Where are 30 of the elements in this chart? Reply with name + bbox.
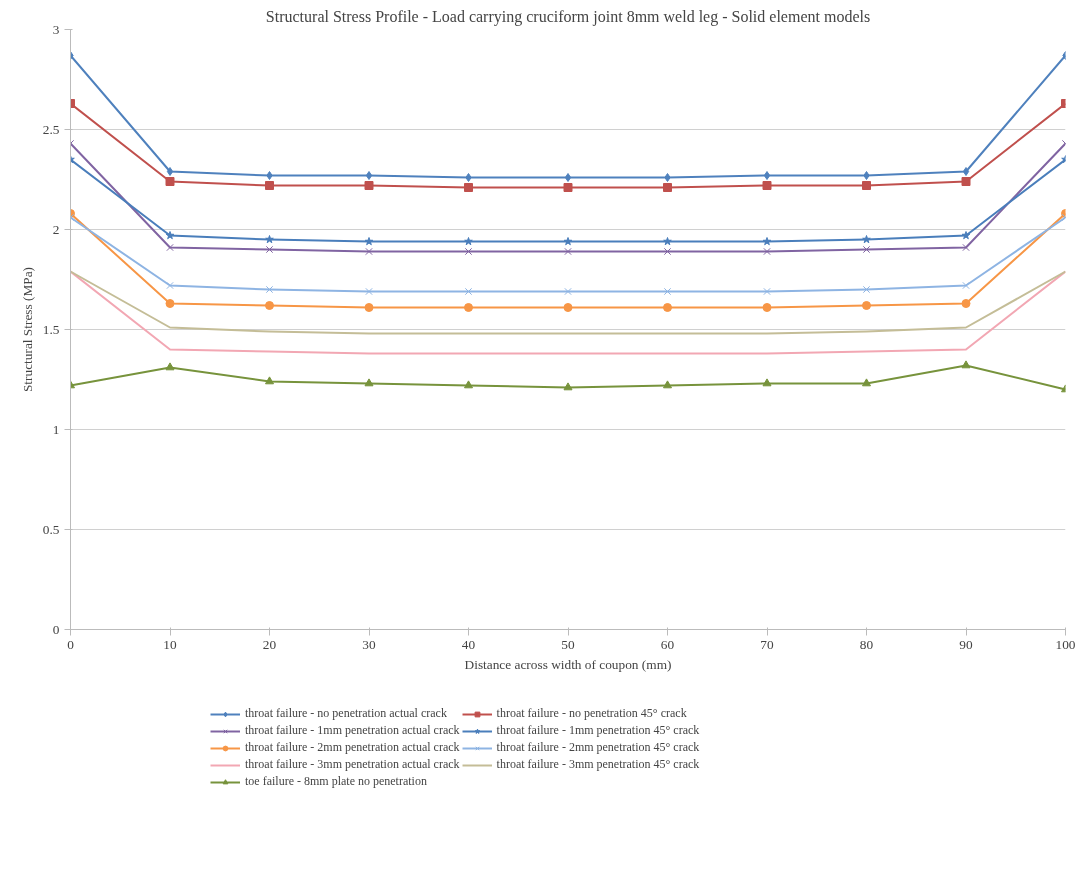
y-tick-label: 2 xyxy=(52,221,60,237)
y-tick-label: 3 xyxy=(52,21,60,37)
legend-label: throat failure - 3mm penetration 45° crack xyxy=(496,757,700,772)
chart-title: Structural Stress Profile - Load carrying cruciform joint 8mm weld leg - Solid element models xyxy=(265,7,871,26)
x-tick-label: 10 xyxy=(163,636,177,652)
x-tick-label: 0 xyxy=(67,636,75,652)
y-tick-label: 2.5 xyxy=(42,121,60,137)
legend-label: throat failure - 2mm penetration actual crack xyxy=(245,740,460,755)
legend-label: throat failure - 1mm penetration actual crack xyxy=(245,723,460,738)
legend-label: throat failure - no penetration actual crack xyxy=(245,706,447,721)
y-tick-label: 0.5 xyxy=(42,521,60,537)
x-tick-label: 60 xyxy=(660,636,675,652)
x-tick-label: 30 xyxy=(362,636,376,652)
x-tick-label: 90 xyxy=(959,636,973,652)
x-tick-label: 100 xyxy=(1055,636,1076,652)
x-tick-label: 70 xyxy=(760,636,774,652)
legend-label: toe failure - 8mm plate no penetration xyxy=(245,774,427,789)
y-tick-label: 1.5 xyxy=(42,321,60,337)
x-tick-label: 40 xyxy=(461,636,476,652)
y-tick-label: 1 xyxy=(52,421,60,437)
legend-label: throat failure - no penetration 45° crack xyxy=(496,706,687,721)
x-axis-title: Distance across width of coupon (mm) xyxy=(464,656,672,672)
x-tick-label: 20 xyxy=(262,636,277,652)
y-axis-title: Structural Stress (MPa) xyxy=(19,266,35,393)
x-tick-label: 80 xyxy=(859,636,874,652)
legend-label: throat failure - 1mm penetration 45° crack xyxy=(496,723,700,738)
y-tick-label: 0 xyxy=(52,621,60,637)
legend-label: throat failure - 2mm penetration 45° crack xyxy=(496,740,700,755)
x-tick-label: 50 xyxy=(561,636,575,652)
legend-label: throat failure - 3mm penetration actual crack xyxy=(245,757,460,772)
